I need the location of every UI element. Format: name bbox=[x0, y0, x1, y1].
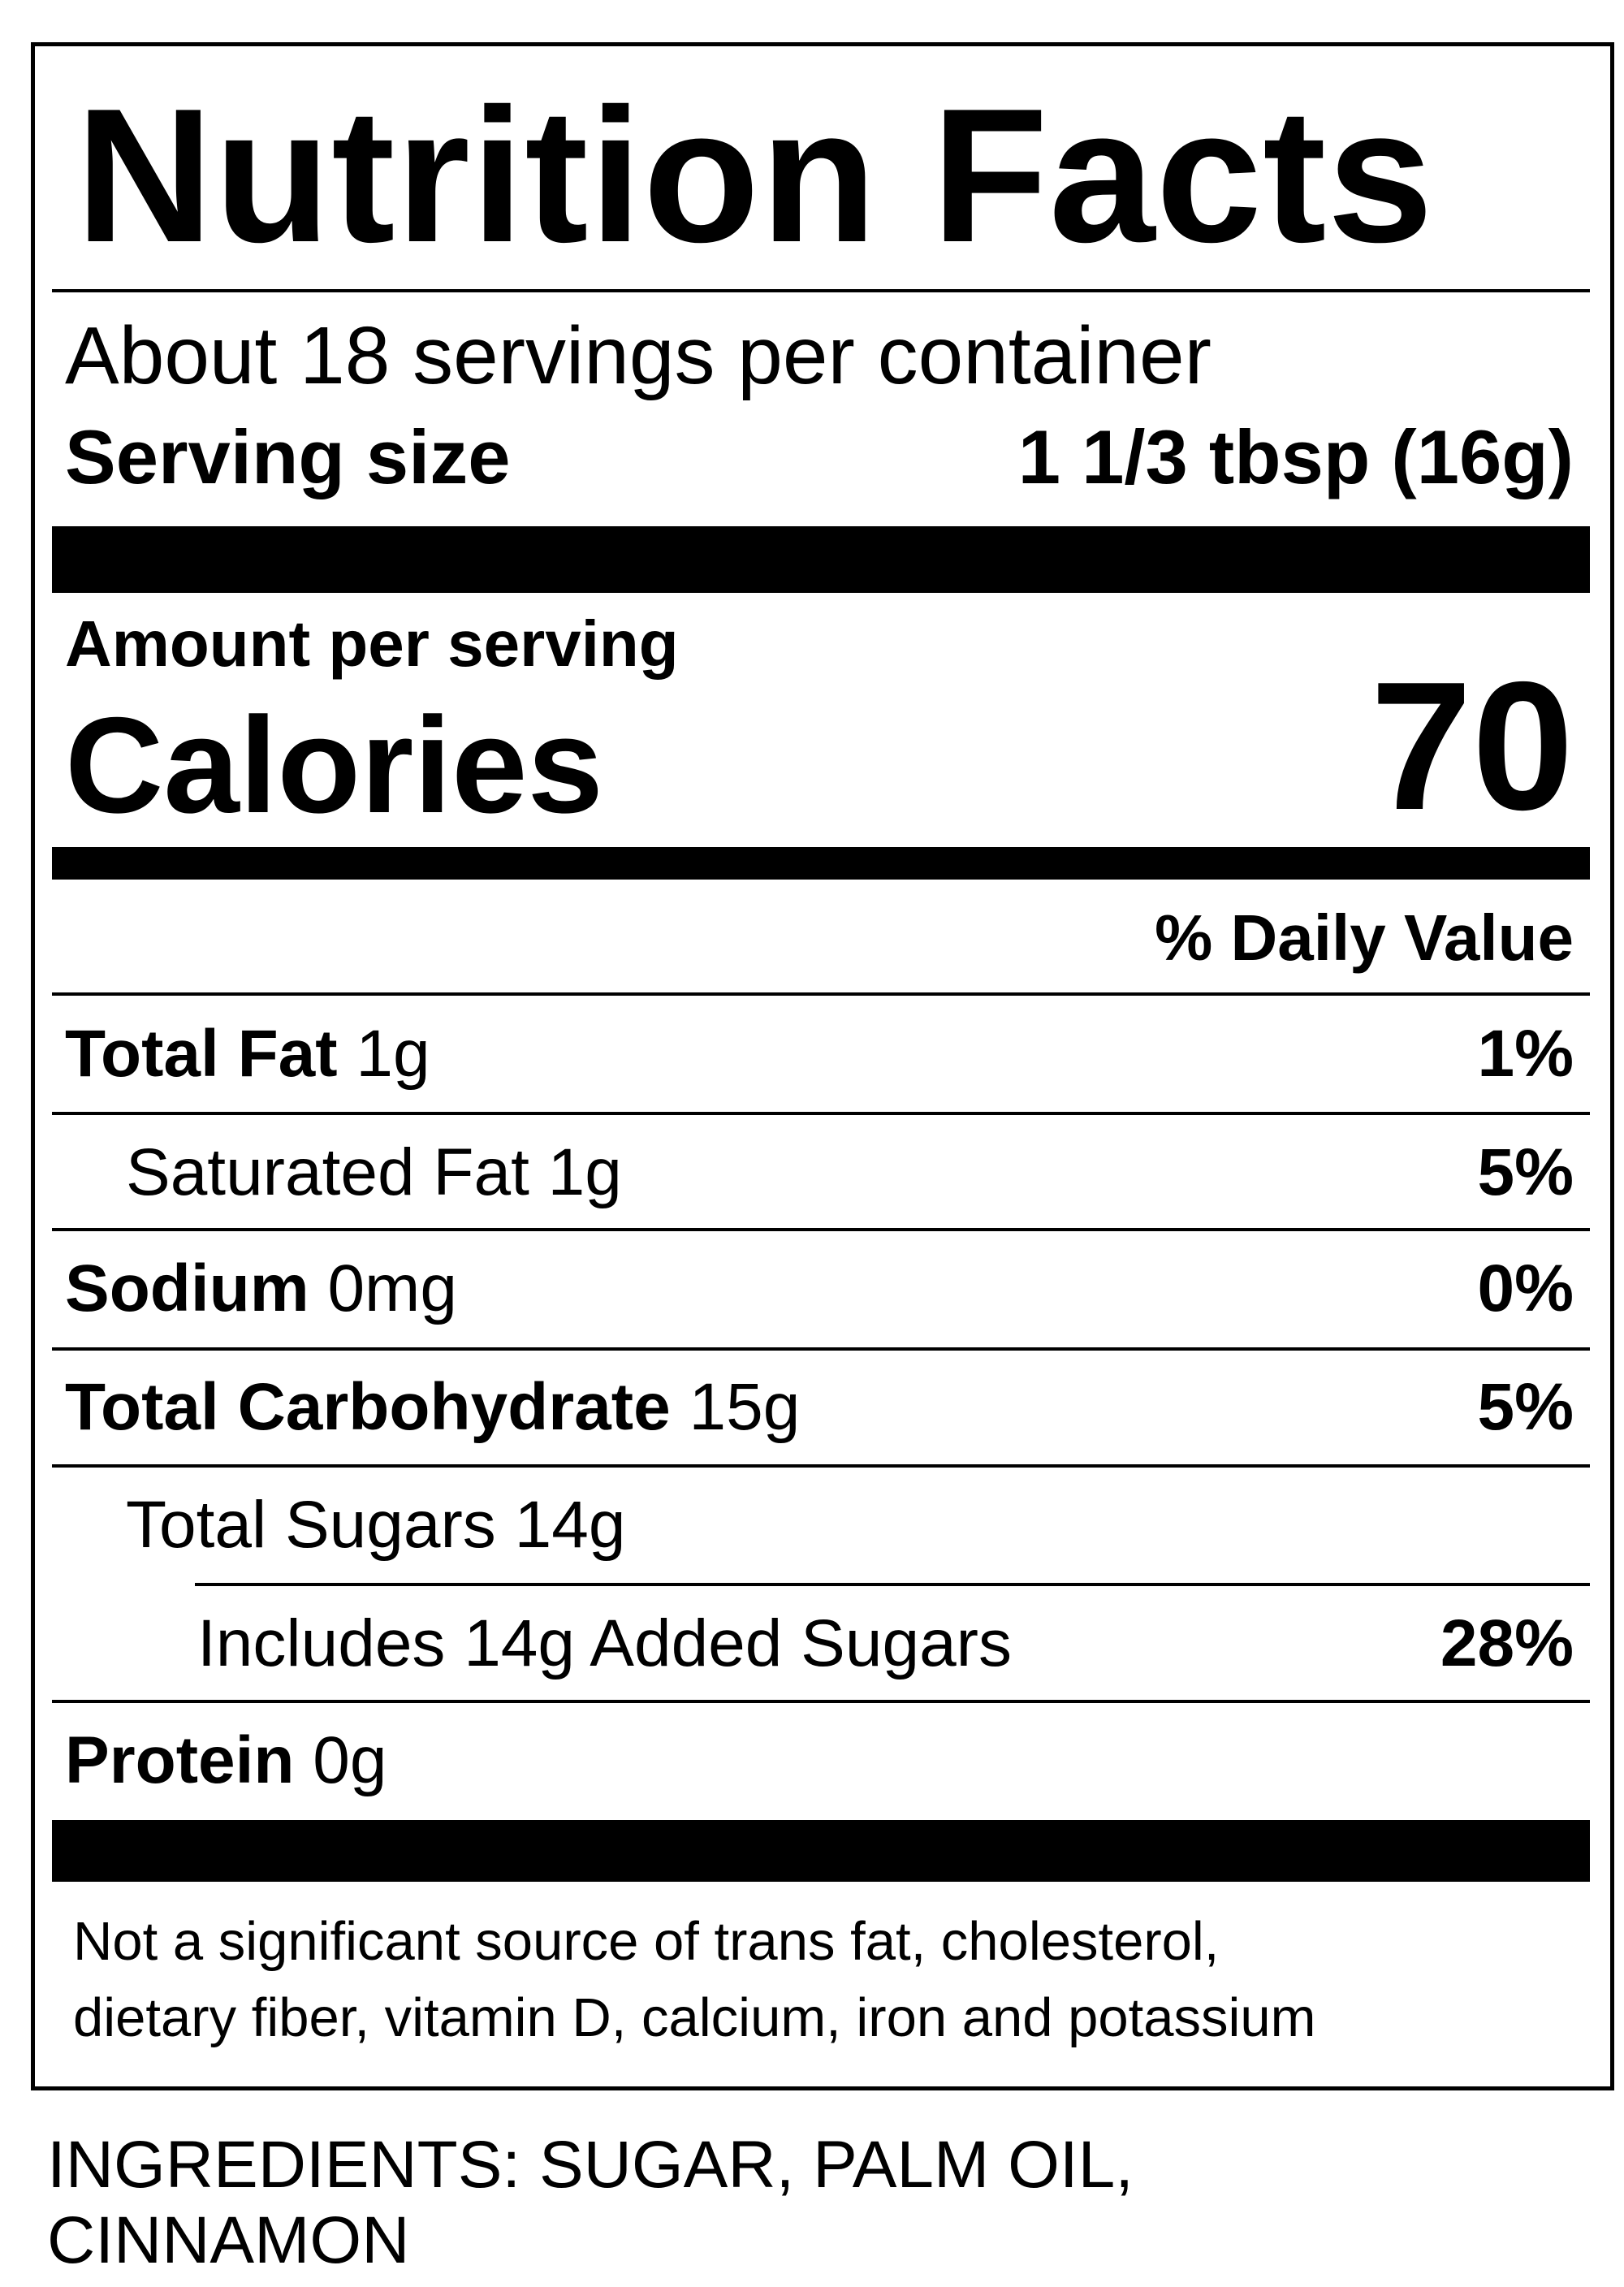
nutrient-row-protein: Protein 0g bbox=[65, 1727, 387, 1794]
thick-divider-top bbox=[52, 526, 1590, 593]
nutrient-row-added-sugars: Includes 14g Added Sugars bbox=[197, 1606, 1012, 1680]
nutrition-facts-title: Nutrition Facts bbox=[76, 68, 1435, 282]
serving-size-value: 1 1/3 tbsp (16g) bbox=[1017, 414, 1574, 499]
ingredients-line-1: INGREDIENTS: SUGAR, PALM OIL, bbox=[47, 2128, 1134, 2202]
daily-value-header: % Daily Value bbox=[1155, 901, 1574, 974]
nutrient-name: Sodium bbox=[65, 1252, 309, 1325]
saturated-fat-daily-value: 5% bbox=[1477, 1135, 1574, 1209]
row-divider bbox=[52, 1700, 1590, 1703]
title-divider bbox=[52, 289, 1590, 292]
medium-divider bbox=[52, 847, 1590, 880]
nutrient-amount: 1g bbox=[356, 1017, 430, 1091]
serving-size-label: Serving size bbox=[65, 414, 511, 499]
nutrition-facts-panel bbox=[31, 42, 1614, 2090]
nutrient-row-saturated-fat: Saturated Fat 1g bbox=[126, 1139, 622, 1206]
row-divider-indented bbox=[195, 1583, 1590, 1586]
sodium-daily-value: 0% bbox=[1477, 1252, 1574, 1325]
calories-value: 70 bbox=[1370, 643, 1574, 848]
row-divider bbox=[52, 1112, 1590, 1115]
nutrient-name: Total Fat bbox=[65, 1017, 338, 1091]
ingredients-line-2: CINNAMON bbox=[47, 2203, 410, 2277]
nutrient-amount: 0mg bbox=[327, 1252, 457, 1325]
row-divider bbox=[52, 992, 1590, 996]
total-fat-daily-value: 1% bbox=[1477, 1017, 1574, 1091]
row-divider bbox=[52, 1347, 1590, 1351]
nutrient-amount: 14g bbox=[514, 1488, 626, 1562]
nutrient-row-sodium: Sodium 0mg bbox=[65, 1256, 457, 1322]
nutrient-amount: 0g bbox=[313, 1723, 387, 1797]
footnote-line-2: dietary fiber, vitamin D, calcium, iron … bbox=[73, 1987, 1316, 2048]
nutrient-row-total-fat: Total Fat 1g bbox=[65, 1021, 430, 1087]
nutrient-name: Total Carbohydrate bbox=[65, 1370, 671, 1444]
row-divider bbox=[52, 1228, 1590, 1231]
nutrient-name: Total Sugars bbox=[126, 1488, 496, 1562]
total-carbohydrate-daily-value: 5% bbox=[1477, 1370, 1574, 1444]
calories-label: Calories bbox=[65, 689, 603, 841]
nutrient-amount: 15g bbox=[689, 1370, 801, 1444]
nutrient-row-total-sugars: Total Sugars 14g bbox=[126, 1492, 625, 1559]
nutrient-name: Saturated Fat bbox=[126, 1135, 529, 1209]
footnote-line-1: Not a significant source of trans fat, c… bbox=[73, 1911, 1220, 1972]
nutrient-row-total-carbohydrate: Total Carbohydrate 15g bbox=[65, 1374, 800, 1441]
thick-divider-bottom bbox=[52, 1820, 1590, 1882]
row-divider bbox=[52, 1464, 1590, 1468]
added-sugars-daily-value: 28% bbox=[1440, 1606, 1574, 1680]
amount-per-serving-label: Amount per serving bbox=[65, 607, 679, 680]
nutrient-name: Protein bbox=[65, 1723, 295, 1797]
servings-per-container: About 18 servings per container bbox=[65, 310, 1212, 401]
nutrient-amount: 1g bbox=[547, 1135, 622, 1209]
